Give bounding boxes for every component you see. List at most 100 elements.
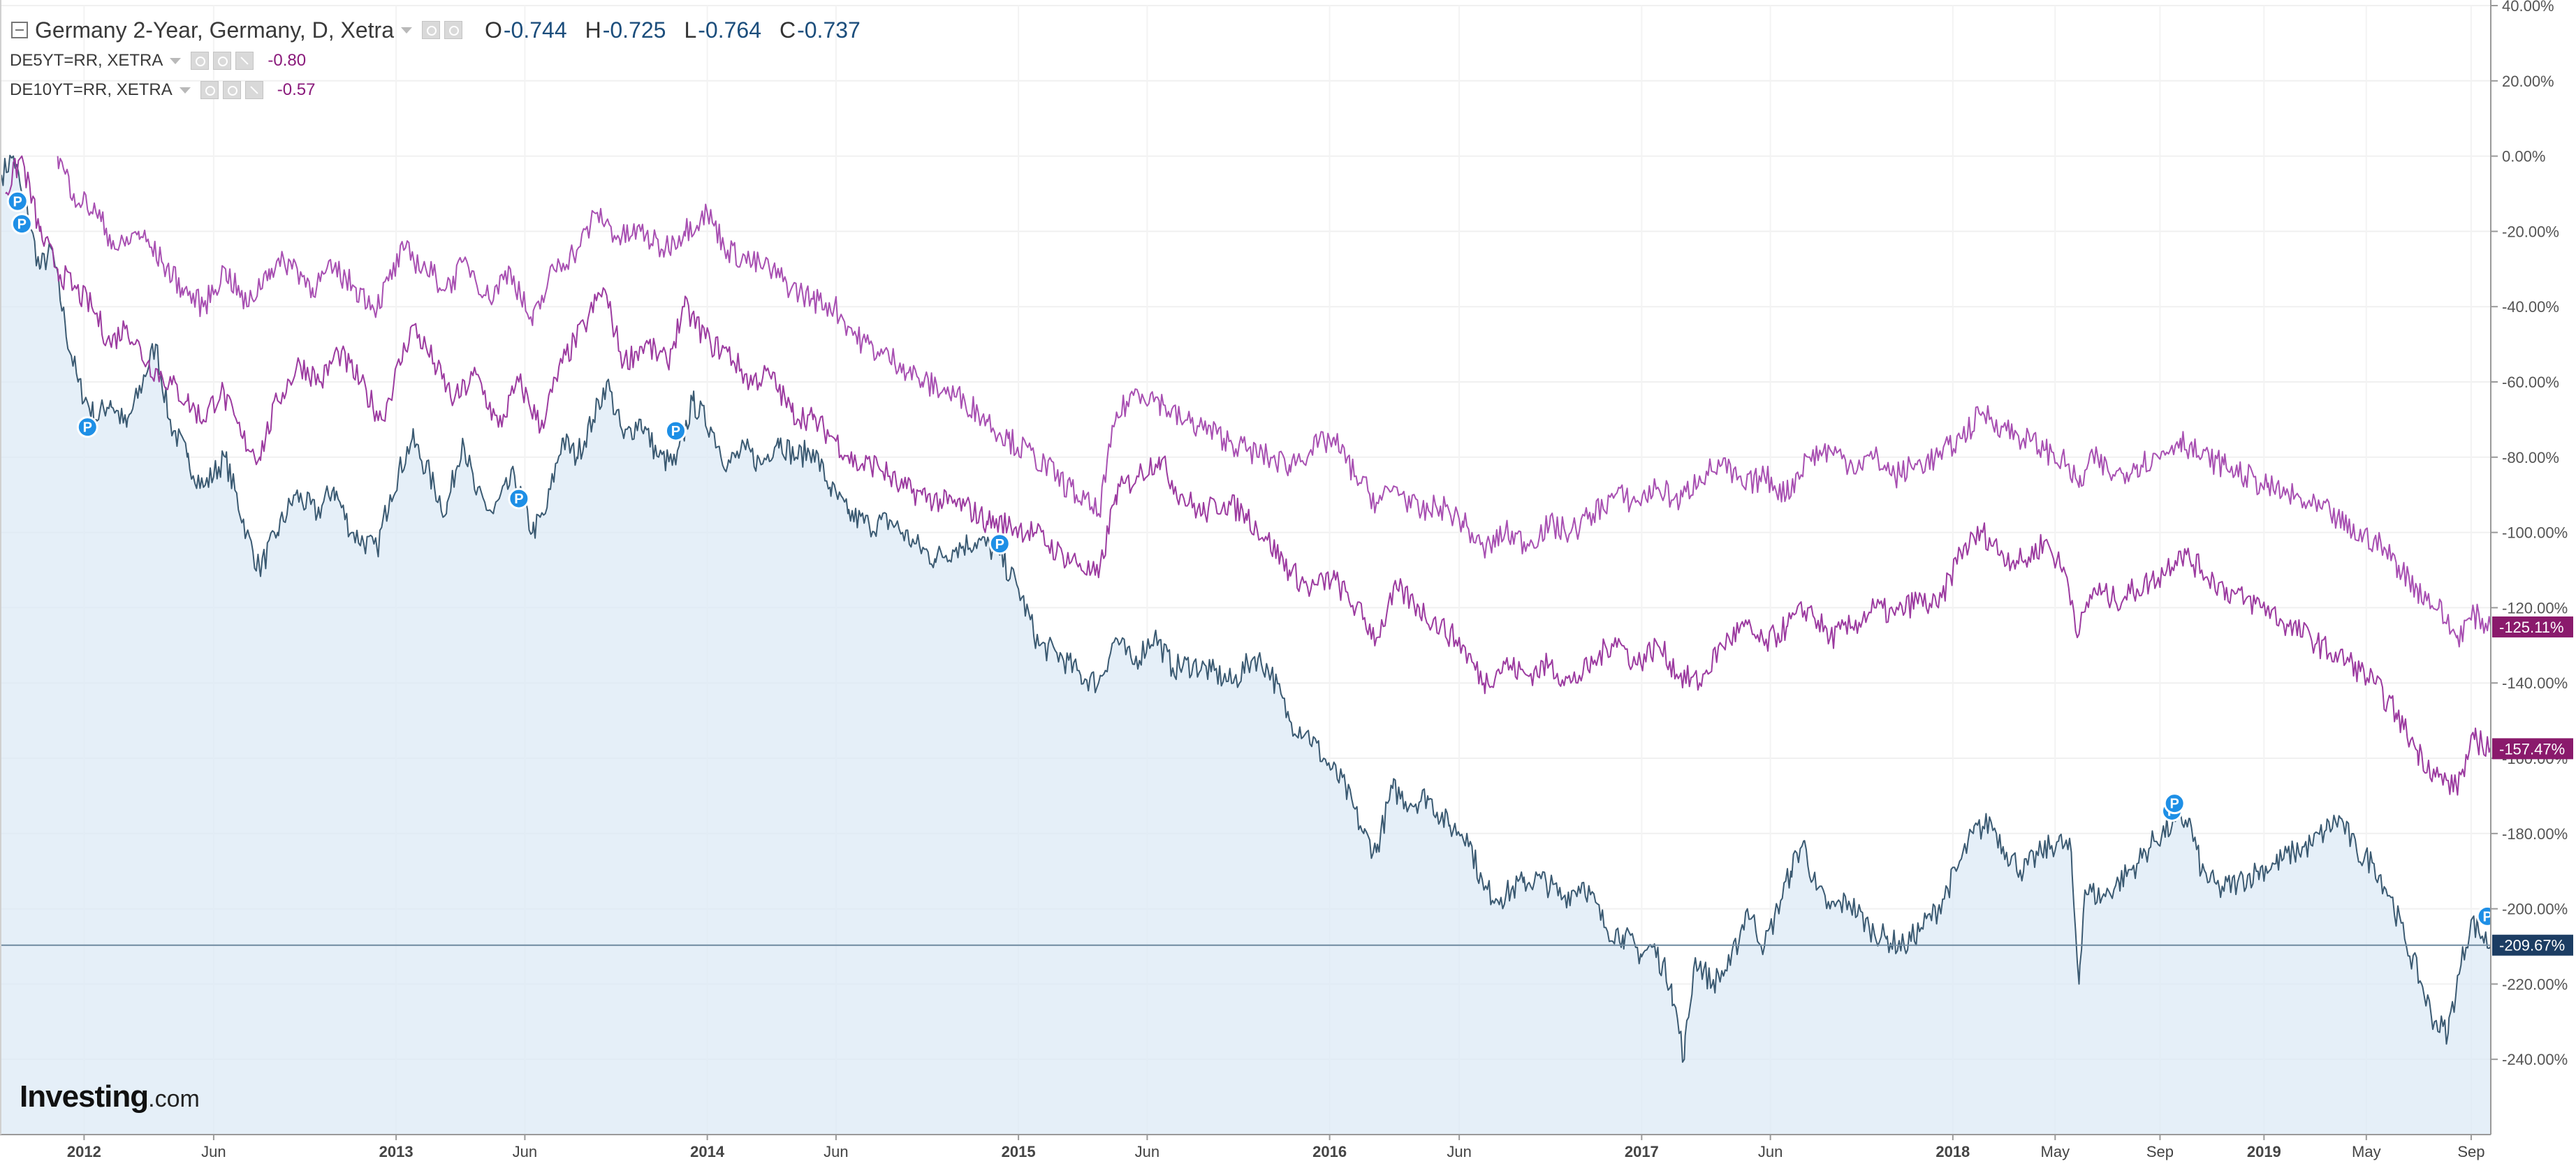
y-tick-label: 20.00% xyxy=(2502,73,2554,90)
p-marker-label: P xyxy=(2170,797,2179,812)
y-tick-label: -20.00% xyxy=(2502,223,2559,240)
open-value: -0.744 xyxy=(503,17,567,43)
p-marker-label: P xyxy=(671,424,680,439)
p-marker-dot xyxy=(508,487,530,510)
x-tick-label: 2012 xyxy=(67,1143,101,1160)
series-2y-area xyxy=(1,155,2491,1135)
x-tick-label: Sep xyxy=(2146,1143,2174,1160)
legend-series-de10y[interactable]: DE10YT=RR, XETRA -0.57 xyxy=(0,78,315,102)
series-2y-line xyxy=(1,154,2491,1063)
y-tick-label: -200.00% xyxy=(2502,901,2568,918)
logo-name: Investing xyxy=(20,1079,149,1114)
p-marker: P xyxy=(988,533,1011,555)
series-layer xyxy=(1,154,2491,1135)
series-de5y-line xyxy=(5,155,2491,796)
x-tick-label: Jun xyxy=(824,1143,848,1160)
open-label: O xyxy=(484,17,502,43)
low-label: L xyxy=(684,17,697,43)
y-tick-label: -100.00% xyxy=(2502,524,2568,542)
legend-series-de5y[interactable]: DE5YT=RR, XETRA -0.80 xyxy=(0,49,306,73)
p-marker-dot xyxy=(988,533,1011,555)
collapse-legend-button[interactable] xyxy=(11,22,28,38)
high-label: H xyxy=(585,17,601,43)
current-value-badge-label: -125.11% xyxy=(2499,619,2564,636)
p-marker: P xyxy=(10,213,33,235)
x-tick-label: Jun xyxy=(201,1143,226,1160)
de5y-eye-icon[interactable] xyxy=(191,52,210,70)
x-tick-label: Jun xyxy=(1135,1143,1159,1160)
de10y-close-icon[interactable] xyxy=(244,81,263,99)
low-value: -0.764 xyxy=(698,17,761,43)
p-marker-label: P xyxy=(17,217,27,233)
de5y-settings-icon[interactable] xyxy=(213,52,232,70)
p-marker-label: P xyxy=(2482,909,2491,924)
x-tick-label: Jun xyxy=(1447,1143,1471,1160)
p-marker: P xyxy=(508,487,530,510)
x-tick-label: 2016 xyxy=(1312,1143,1347,1160)
y-tick-label: -240.00% xyxy=(2502,1051,2568,1068)
x-tick-label: May xyxy=(2041,1143,2070,1160)
de10y-dropdown-icon[interactable] xyxy=(179,87,191,94)
x-tick-label: 2018 xyxy=(1935,1143,1970,1160)
high-value: -0.725 xyxy=(602,17,666,43)
current-value-badge: -209.67% xyxy=(2492,934,2573,956)
time-scale-bg xyxy=(0,1135,2491,1166)
p-marker: P xyxy=(76,416,98,438)
y-tick-label: -60.00% xyxy=(2502,374,2559,391)
current-value-badge-bg xyxy=(2492,616,2573,637)
p-marker-dot xyxy=(76,416,98,438)
p-marker-dot xyxy=(6,190,29,212)
x-tick-label: Sep xyxy=(2457,1143,2484,1160)
de10y-settings-icon[interactable] xyxy=(222,81,241,99)
de10y-title: DE10YT=RR, XETRA xyxy=(10,80,173,99)
y-tick-label: -140.00% xyxy=(2502,674,2568,692)
close-value: -0.737 xyxy=(797,17,861,43)
p-marker-label: P xyxy=(13,194,22,209)
x-tick-label: 2014 xyxy=(690,1143,725,1160)
current-value-badge-label: -157.47% xyxy=(2499,740,2565,758)
y-tick-label: -80.00% xyxy=(2502,449,2559,466)
close-label: C xyxy=(779,17,796,43)
main-series-title: Germany 2-Year, Germany, D, Xetra xyxy=(35,17,394,43)
current-value-badge: -125.11% xyxy=(2492,616,2573,637)
p-marker: P xyxy=(664,420,687,442)
current-value-badge-bg xyxy=(2492,738,2573,760)
y-tick-label: -220.00% xyxy=(2502,975,2568,993)
x-tick-label: Jun xyxy=(1758,1143,1783,1160)
p-marker-label: P xyxy=(83,420,92,436)
p-marker-label: P xyxy=(995,537,1004,552)
y-tick-label: -40.00% xyxy=(2502,298,2559,316)
y-tick-label: 40.00% xyxy=(2502,0,2554,15)
x-tick-label: 2017 xyxy=(1625,1143,1659,1160)
x-tick-label: Jun xyxy=(513,1143,537,1160)
logo-tld: .com xyxy=(148,1086,200,1112)
p-marker-dot xyxy=(2163,792,2186,815)
p-marker: P xyxy=(2163,792,2186,815)
de10y-eye-icon[interactable] xyxy=(200,81,219,99)
price-scale-bg xyxy=(2491,0,2576,1166)
de5y-value: -0.80 xyxy=(268,51,307,70)
p-marker: P xyxy=(6,190,29,212)
p-marker-dot xyxy=(10,213,33,235)
eye-icon[interactable] xyxy=(421,21,440,39)
p-marker-dot xyxy=(664,420,687,442)
settings-icon[interactable] xyxy=(444,21,462,39)
y-tick-label: 0.00% xyxy=(2502,148,2545,165)
investing-logo: Investing.com xyxy=(20,1079,200,1114)
marker-layer: PPPPPPPPP xyxy=(6,190,2498,927)
de5y-close-icon[interactable] xyxy=(235,52,254,70)
x-tick-label: 2019 xyxy=(2247,1143,2281,1160)
de10y-value: -0.57 xyxy=(277,80,316,99)
y-tick-label: -180.00% xyxy=(2502,825,2568,843)
series-de10y-line xyxy=(57,156,2491,648)
x-tick-label: 2013 xyxy=(379,1143,414,1160)
x-tick-label: May xyxy=(2352,1143,2381,1160)
x-tick-label: 2015 xyxy=(1002,1143,1036,1160)
p-marker-label: P xyxy=(514,492,523,507)
legend-main-series[interactable]: Germany 2-Year, Germany, D, Xetra O -0.7… xyxy=(0,14,861,46)
de5y-dropdown-icon[interactable] xyxy=(170,57,182,64)
series-dropdown-icon[interactable] xyxy=(400,27,412,34)
current-value-badge: -157.47% xyxy=(2492,738,2573,760)
current-value-badge-label: -209.67% xyxy=(2499,937,2565,954)
